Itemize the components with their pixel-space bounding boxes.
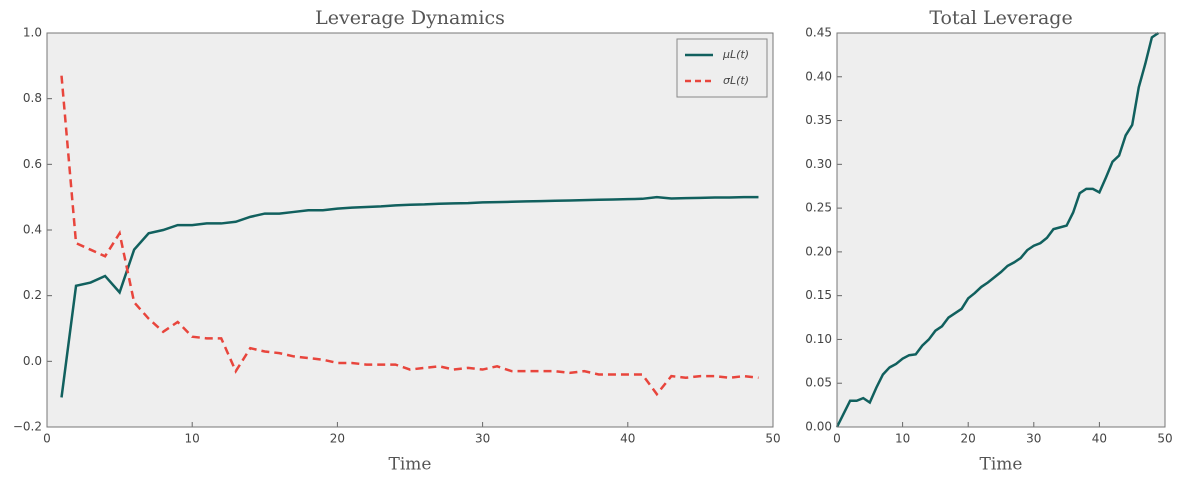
x-tick-label: 20	[961, 432, 976, 446]
y-tick-label: 0.00	[805, 420, 832, 434]
series-line	[60, 75, 759, 397]
x-tick-label: 0	[43, 432, 51, 446]
legend-label: μL(t)	[722, 48, 749, 61]
x-tick-label: 50	[1157, 432, 1172, 446]
y-tick-label: 0.05	[805, 376, 832, 390]
x-tick-label: 10	[895, 432, 910, 446]
y-tick-label: 0.45	[805, 26, 832, 40]
x-axis-label: Time	[980, 455, 1023, 475]
x-tick-label: 20	[330, 432, 345, 446]
plot-frame	[46, 32, 774, 428]
y-tick-label: 0.40	[805, 69, 832, 83]
plot-area	[47, 33, 773, 427]
y-tick-label: 0.35	[805, 113, 832, 127]
chart-title: Leverage Dynamics	[315, 7, 505, 29]
x-axis-label: Time	[389, 455, 432, 475]
y-tick-label: 0.20	[805, 244, 832, 258]
y-tick-label: 0.4	[23, 223, 42, 237]
x-tick-label: 30	[1026, 432, 1041, 446]
chart-title: Total Leverage	[929, 7, 1072, 29]
x-tick-label: 30	[475, 432, 490, 446]
y-tick-label: 0.0	[23, 354, 42, 368]
x-tick-label: 10	[185, 432, 200, 446]
y-tick-label: 0.8	[23, 91, 42, 105]
y-tick-label: 1.0	[23, 26, 42, 40]
series-line	[60, 195, 759, 398]
y-tick-label: 0.10	[805, 332, 832, 346]
y-tick-label: 0.6	[23, 157, 42, 171]
plot-area	[837, 33, 1165, 427]
x-tick-label: 50	[765, 432, 780, 446]
y-tick-label: 0.30	[805, 157, 832, 171]
x-tick-label: 40	[620, 432, 635, 446]
y-tick-label: 0.25	[805, 201, 832, 215]
legend-label: σL(t)	[723, 74, 749, 87]
x-tick-label: 0	[833, 432, 841, 446]
plot-frame	[836, 32, 1166, 428]
legend-box	[676, 38, 768, 98]
y-tick-label: 0.2	[23, 288, 42, 302]
y-tick-label: 0.15	[805, 288, 832, 302]
series-line	[835, 31, 1160, 428]
x-tick-label: 40	[1092, 432, 1107, 446]
y-tick-label: −0.2	[13, 420, 42, 434]
